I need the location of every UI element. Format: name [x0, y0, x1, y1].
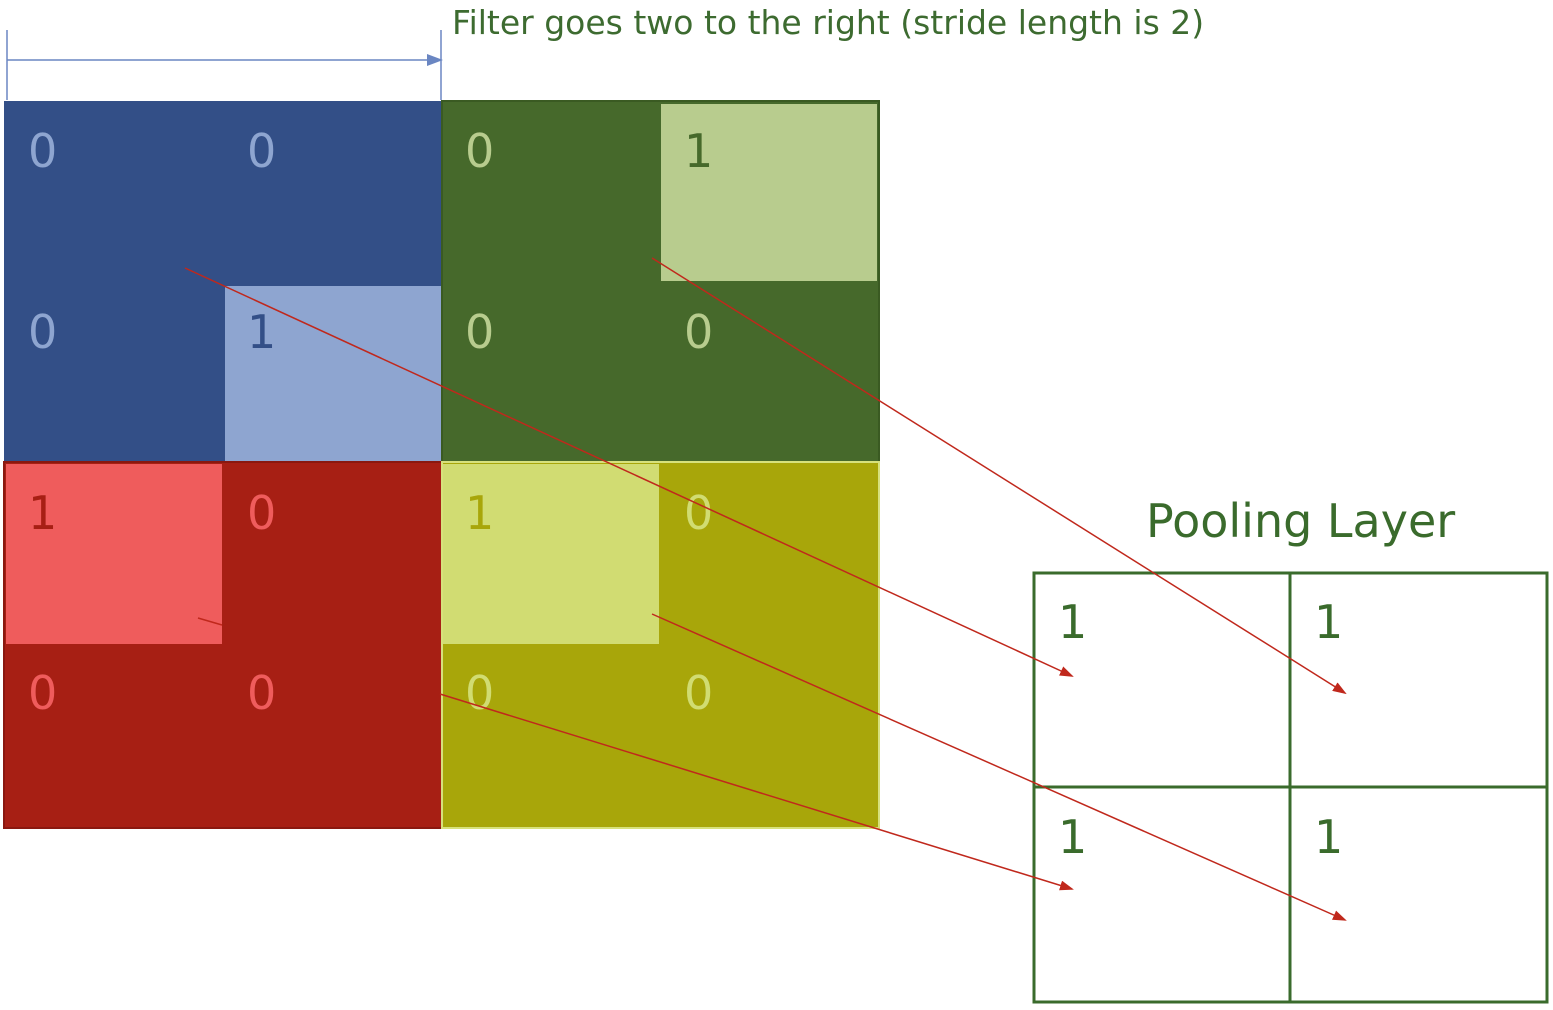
blue-cell-value: 0	[28, 124, 57, 178]
red-cell-value: 0	[247, 666, 276, 720]
pooling-layer: Pooling Layer 1 1 1 1	[1032, 494, 1549, 1004]
blue-max-cell	[225, 286, 441, 462]
stride-caption: Filter goes two to the right (stride len…	[452, 3, 1204, 42]
quadrant-green: 0 1 0 0	[441, 100, 880, 463]
arrow-olive-to-pool	[651, 613, 1347, 921]
red-cell-value: 0	[247, 486, 276, 540]
red-max-cell	[6, 464, 222, 644]
arrow-green-to-pool	[651, 257, 1347, 695]
quadrant-blue: 0 0 0 1	[4, 101, 442, 462]
arrow-red-to-pool	[439, 693, 1074, 891]
olive-cell-value: 0	[684, 486, 713, 540]
green-max-cell	[661, 104, 877, 281]
green-cell-value: 0	[684, 305, 713, 359]
pool-cell-value: 1	[1314, 595, 1343, 649]
blue-cell-value: 0	[28, 305, 57, 359]
pool-cell-value: 1	[1314, 810, 1343, 864]
red-cell-value: 0	[28, 666, 57, 720]
pool-title: Pooling Layer	[1146, 494, 1455, 548]
arrow-red-stub	[197, 617, 223, 626]
stride-indicator: Filter goes two to the right (stride len…	[6, 3, 1204, 100]
olive-cell-value: 0	[684, 666, 713, 720]
pool-cell-value: 1	[1058, 810, 1087, 864]
olive-cell-value: 1	[465, 486, 494, 540]
red-cell-value: 1	[28, 486, 57, 540]
arrow-blue-to-pool	[184, 267, 1074, 677]
olive-max-cell	[443, 464, 659, 644]
mapping-arrows	[184, 257, 1347, 921]
green-cell-value: 0	[465, 305, 494, 359]
green-cell-value: 1	[684, 124, 713, 178]
quadrant-red: 1 0 0 0	[3, 461, 443, 829]
blue-cell-value: 1	[247, 305, 276, 359]
quadrant-olive: 1 0 0 0	[441, 461, 880, 829]
olive-cell-value: 0	[465, 666, 494, 720]
pool-cell-value: 1	[1058, 595, 1087, 649]
green-cell-value: 0	[465, 124, 494, 178]
blue-cell-value: 0	[247, 124, 276, 178]
